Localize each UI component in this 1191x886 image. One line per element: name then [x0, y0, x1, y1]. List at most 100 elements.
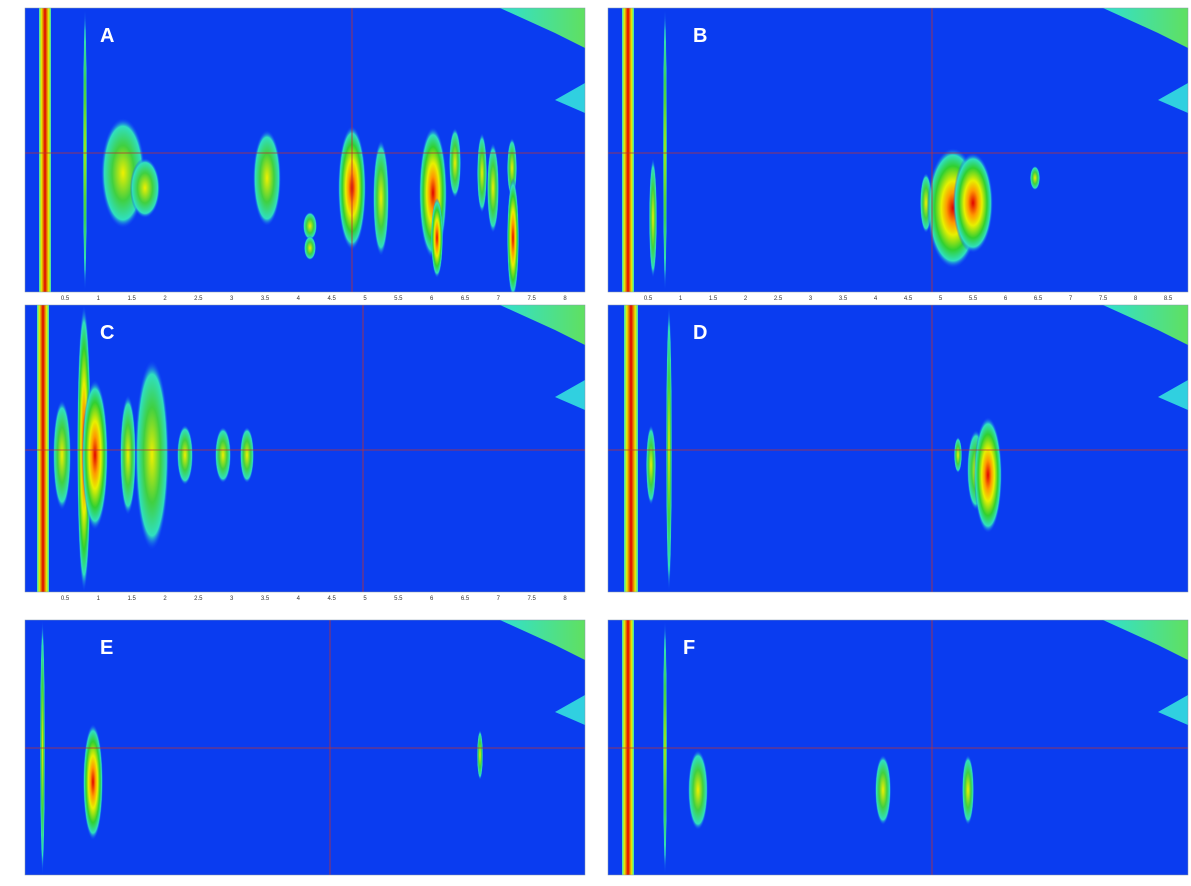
peak [507, 178, 519, 292]
peak [477, 730, 483, 780]
x-tick-label: 3 [230, 296, 234, 302]
x-tick-label: 5.5 [394, 296, 403, 302]
x-tick-label: 7.5 [527, 296, 536, 302]
peak [303, 212, 317, 240]
x-tick-label: 4.5 [904, 296, 913, 302]
peak [649, 158, 657, 278]
x-tick-label: 8 [563, 596, 567, 602]
x-tick-label: 5 [939, 296, 943, 302]
background [608, 305, 1188, 592]
strip [37, 305, 49, 592]
x-tick-label: 3 [809, 296, 813, 302]
x-tick-label: 3.5 [839, 296, 848, 302]
x-tick-label: 7 [1069, 296, 1073, 302]
panel-label: E [100, 637, 113, 659]
x-tick-label: 4 [297, 596, 301, 602]
frame [24, 304, 586, 593]
panel: D [607, 304, 1189, 593]
x-tick-label: 6.5 [461, 296, 470, 302]
plume [1158, 380, 1188, 410]
plume [555, 83, 585, 113]
plume [1103, 620, 1188, 660]
strip [39, 8, 51, 292]
x-tick-label: 3 [230, 596, 234, 602]
strip [83, 8, 87, 292]
peak [53, 400, 71, 510]
x-tick-label: 6.5 [461, 596, 470, 602]
x-tick-label: 3.5 [261, 296, 270, 302]
panel: F [607, 619, 1189, 876]
plume [500, 8, 585, 48]
panel: E [24, 619, 586, 876]
peak [1030, 166, 1040, 190]
x-tick-label: 1.5 [709, 296, 718, 302]
plot [608, 620, 1188, 875]
peak [120, 395, 136, 515]
panel-label: F [683, 637, 695, 659]
x-tick-label: 8 [1134, 296, 1138, 302]
frame [24, 619, 586, 876]
strip [622, 8, 634, 292]
x-tick-label: 8 [563, 296, 567, 302]
peak [83, 724, 103, 840]
peak [954, 437, 962, 473]
x-tick-label: 6.5 [1034, 296, 1043, 302]
plot [608, 305, 1188, 592]
plume [1158, 83, 1188, 113]
panel-label: C [100, 322, 114, 344]
peak [177, 425, 193, 485]
plume [555, 380, 585, 410]
x-tick-label: 1 [679, 296, 683, 302]
x-tick-label: 6 [430, 296, 434, 302]
peak [487, 143, 499, 233]
frame [607, 619, 1189, 876]
panel: A 0.5 1 1.5 2 2.5 3 3.5 4 4.5 5 5.5 6 6.5 7 7.5 8 [24, 7, 586, 302]
peak [974, 417, 1002, 533]
x-tick-label: 0.5 [644, 296, 653, 302]
x-tick-label: 1.5 [127, 596, 136, 602]
x-tick-label: 6 [430, 596, 434, 602]
plot [25, 8, 585, 292]
panel: C 0.5 1 1.5 2 2.5 3 3.5 4 4.5 5 5.5 6 6.5 7 7.5 8 [24, 304, 586, 602]
peak [130, 158, 160, 218]
frame [24, 7, 586, 293]
x-tick-label: 7.5 [527, 596, 536, 602]
plume [1158, 695, 1188, 725]
background [25, 620, 585, 875]
frame [607, 7, 1189, 293]
plume [500, 305, 585, 345]
plume [500, 620, 585, 660]
x-tick-label: 4.5 [327, 596, 336, 602]
x-tick-label: 6 [1004, 296, 1008, 302]
x-tick-label: 1 [97, 296, 101, 302]
plume [555, 695, 585, 725]
plot [25, 305, 585, 592]
strip [666, 305, 672, 592]
peak [646, 425, 656, 505]
strip [663, 620, 667, 875]
x-tick-label: 4.5 [327, 296, 336, 302]
peak [953, 153, 993, 253]
background [608, 8, 1188, 292]
x-tick-label: 2 [163, 296, 167, 302]
peak [304, 236, 316, 260]
panel-label: A [100, 25, 114, 47]
plume [1103, 8, 1188, 48]
background [608, 620, 1188, 875]
peak [253, 130, 281, 226]
x-tick-label: 3.5 [261, 596, 270, 602]
plume [1103, 305, 1188, 345]
plot [25, 620, 585, 875]
x-tick-label: 7.5 [1099, 296, 1108, 302]
x-tick-label: 2 [163, 596, 167, 602]
frame [607, 304, 1189, 593]
x-tick-label: 2.5 [194, 596, 203, 602]
plot [608, 8, 1188, 292]
x-tick-label: 1 [97, 596, 101, 602]
x-tick-label: 5.5 [394, 596, 403, 602]
strip [624, 305, 638, 592]
x-tick-label: 4 [874, 296, 878, 302]
panel-label: D [693, 322, 707, 344]
x-tick-label: 5.5 [969, 296, 978, 302]
peak [431, 198, 443, 278]
